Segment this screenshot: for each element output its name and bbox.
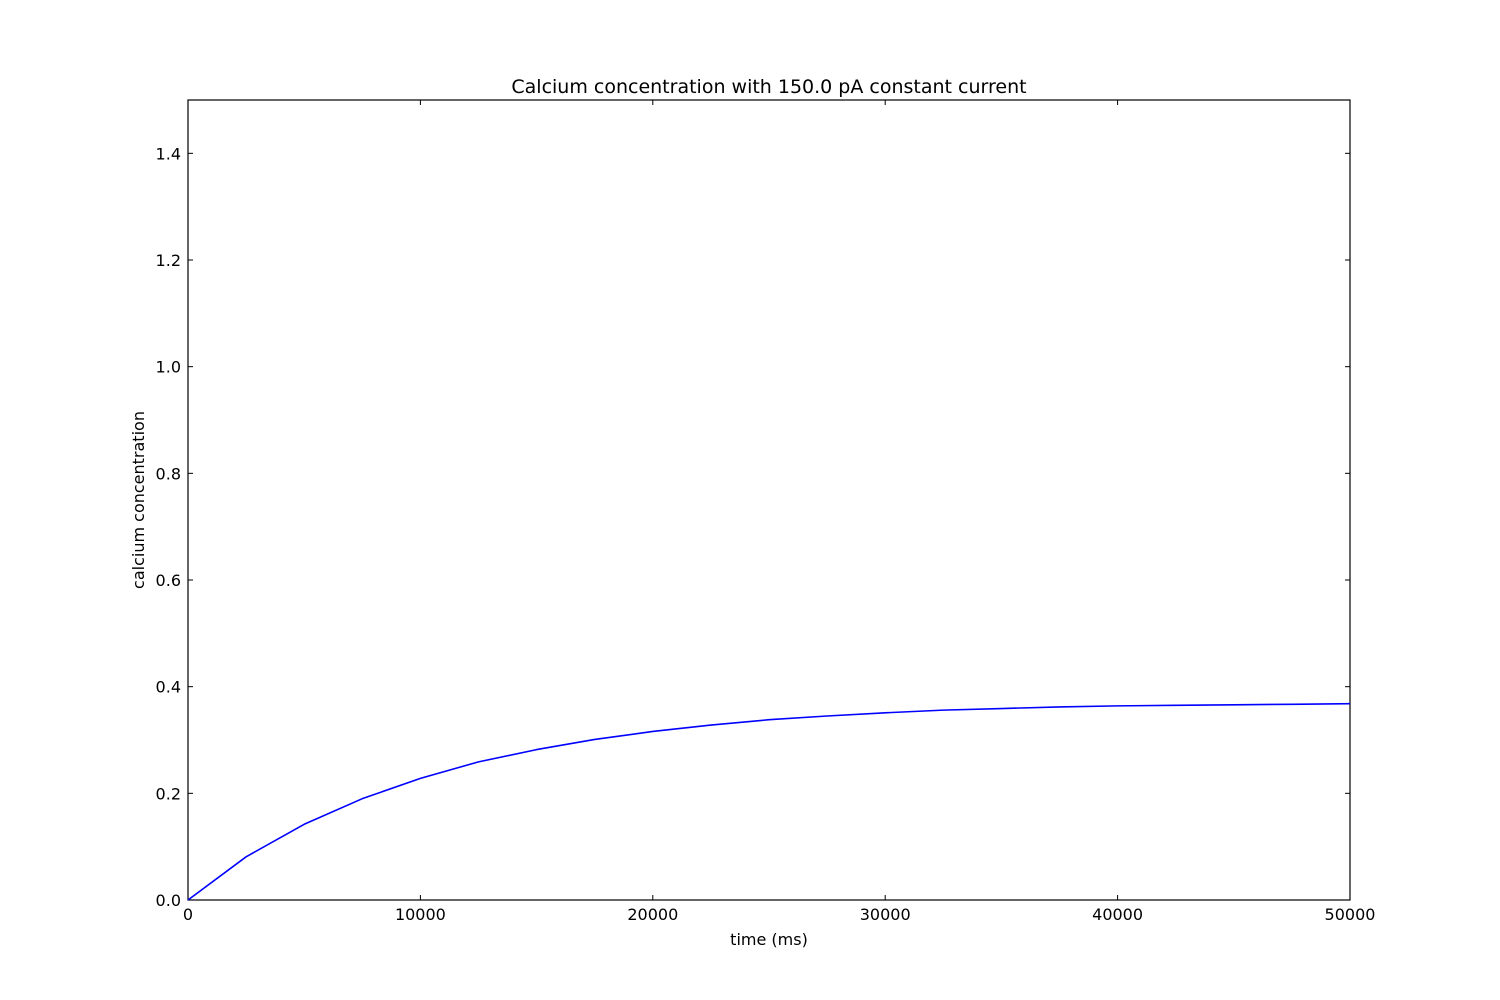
x-tick-label: 0 <box>183 905 193 924</box>
plot-area-frame <box>187 99 1351 901</box>
x-tick-label: 40000 <box>1092 905 1143 924</box>
y-tick-label: 0.4 <box>156 678 181 697</box>
chart-title: Calcium concentration with 150.0 pA cons… <box>511 76 1026 98</box>
y-tick-label: 1.0 <box>156 358 181 377</box>
x-tick-label: 10000 <box>395 905 446 924</box>
y-tick-label: 0.0 <box>156 891 181 910</box>
y-tick-label: 0.2 <box>156 784 181 803</box>
x-tick-label: 20000 <box>627 905 678 924</box>
y-tick-label: 0.6 <box>156 571 181 590</box>
ticks-layer: 0 10000 20000 30000 40000 50000 0.0 0.2 0.4 0.6 0.… <box>156 100 1376 924</box>
y-tick-label: 1.2 <box>156 251 181 270</box>
series-layer <box>187 702 1351 901</box>
x-tick-label: 30000 <box>860 905 911 924</box>
y-tick-label: 1.4 <box>156 144 181 163</box>
y-tick-label: 0.8 <box>156 464 181 483</box>
series-line-0 <box>187 702 1351 901</box>
x-tick-label: 50000 <box>1325 905 1376 924</box>
y-axis-label: calcium concentration <box>129 411 148 589</box>
x-axis-label: time (ms) <box>730 930 808 949</box>
